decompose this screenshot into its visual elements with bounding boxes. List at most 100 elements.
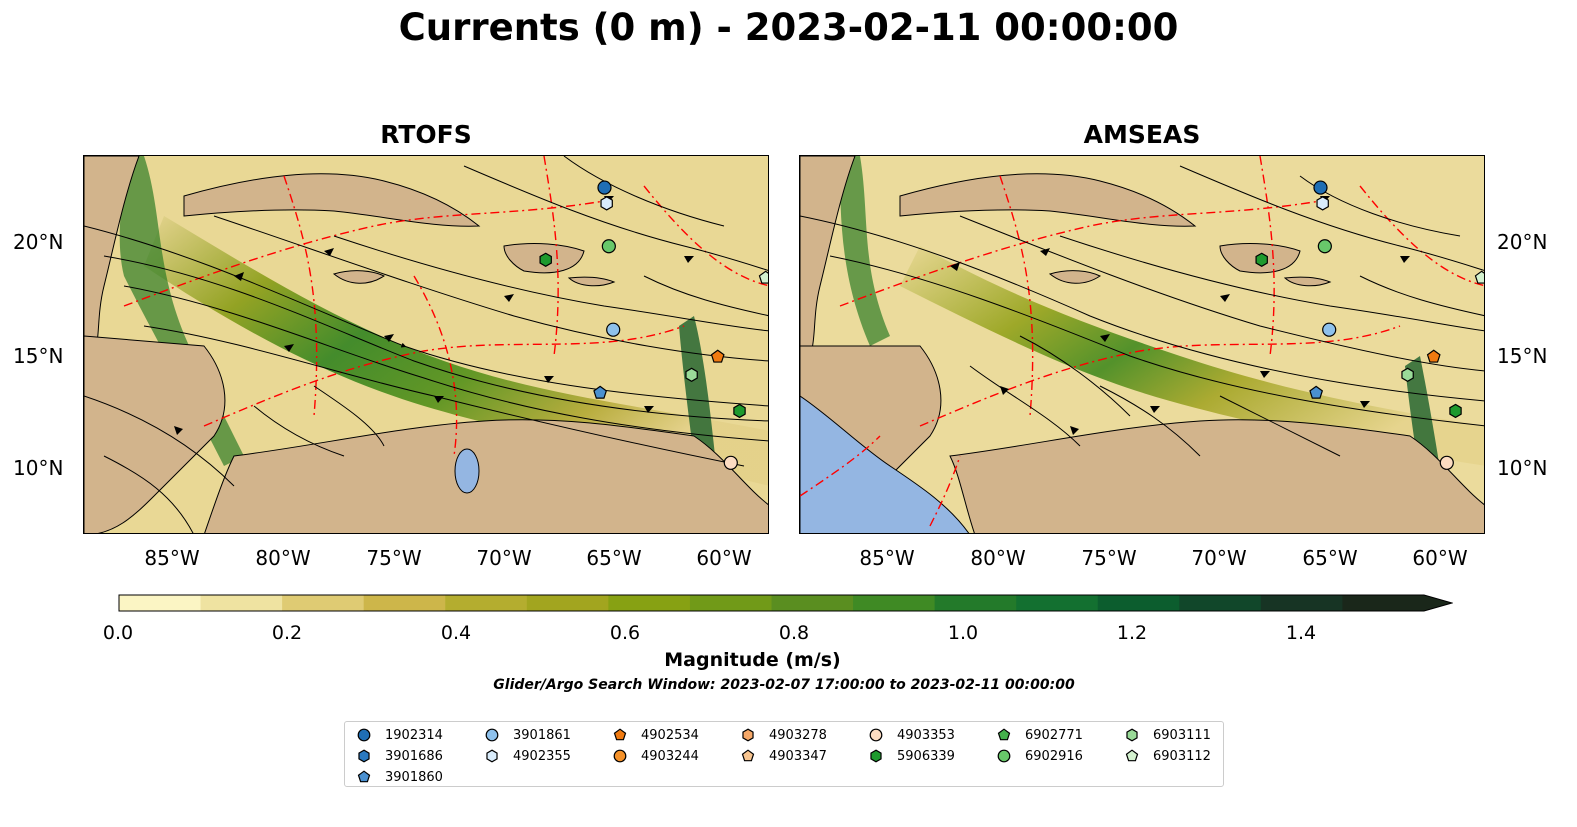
legend-label: 4903347: [769, 748, 827, 764]
land-south-america: [949, 419, 1484, 533]
lat-tick-label: 15°N: [1497, 344, 1548, 368]
float-marker-5906339: [733, 403, 746, 419]
amseas-float-markers: [1255, 180, 1484, 470]
colorbar-segment: [1260, 595, 1343, 611]
float-marker-3901861: [606, 322, 621, 337]
colorbar-segment: [200, 595, 283, 611]
float-marker-5906339: [1449, 403, 1462, 419]
lon-tick-label: 80°W: [255, 546, 311, 570]
colorbar-segment: [1179, 595, 1262, 611]
legend-item: 4903244: [613, 747, 699, 765]
legend-item: 4903278: [741, 726, 827, 744]
legend-label: 6902771: [1025, 727, 1083, 743]
float-marker-5906339: [539, 252, 552, 267]
colorbar-tick-label: 0.8: [778, 622, 810, 644]
legend-label: 6903112: [1153, 748, 1211, 764]
float-marker-4902355: [1316, 196, 1329, 211]
legend-marker-6903112: [1125, 749, 1139, 762]
colorbar-extend-arrow: [1424, 595, 1452, 611]
colorbar-tick-label: 0.4: [440, 622, 472, 644]
legend-marker-6902771: [997, 728, 1011, 741]
land-south-america: [204, 419, 768, 533]
colorbar-segment: [526, 595, 609, 611]
colorbar-segment: [934, 595, 1017, 611]
colorbar-label: Magnitude (m/s): [664, 649, 841, 671]
float-marker-1902314: [1313, 180, 1328, 195]
colorbar-outline: [118, 594, 1454, 612]
colorbar-segment: [771, 595, 854, 611]
legend-marker-3901686: [358, 749, 370, 763]
legend-marker-icon: [870, 749, 882, 763]
legend-label: 3901861: [513, 727, 571, 743]
float-marker-3901861: [1322, 322, 1337, 337]
legend-item: 3901861: [485, 726, 571, 744]
lat-tick-label: 20°N: [1497, 230, 1548, 254]
lat-tick-label: 15°N: [13, 344, 64, 368]
float-marker-6903112: [758, 270, 768, 284]
legend-label: 4902355: [513, 748, 571, 764]
legend-item: 3901860: [357, 768, 443, 786]
legend-marker-4903353: [869, 728, 883, 742]
amseas-map-canvas: [800, 156, 1484, 533]
colorbar-segment: [363, 595, 446, 611]
legend-marker-icon: [485, 728, 499, 742]
legend-marker-icon: [357, 770, 371, 783]
colorbar-segment: [1016, 595, 1099, 611]
rtofs-float-markers: [539, 180, 768, 470]
legend-marker-icon: [613, 749, 627, 763]
colorbar-segment: [1342, 595, 1425, 611]
legend-marker-4903244: [613, 749, 627, 763]
lon-tick-label: 85°W: [859, 546, 915, 570]
legend-item: 4903347: [741, 747, 827, 765]
float-legend: 1902314 3901686 3901860 3901861 4902355 49025…: [344, 721, 1224, 787]
land-cuba: [899, 173, 1197, 227]
float-marker-1902314: [597, 180, 612, 195]
legend-label: 4903353: [897, 727, 955, 743]
float-marker-4903353: [1439, 455, 1454, 470]
legend-marker-icon: [742, 728, 754, 742]
legend-label: 4903278: [769, 727, 827, 743]
colorbar-segment: [608, 595, 691, 611]
float-marker-6903111: [685, 367, 698, 383]
amseas-map[interactable]: [799, 155, 1485, 534]
float-marker-5906339: [1255, 252, 1268, 267]
legend-marker-3901860: [357, 770, 371, 783]
legend-label: 6902916: [1025, 748, 1083, 764]
rtofs-map[interactable]: [83, 155, 769, 534]
colorbar-tick-label: 0.2: [271, 622, 303, 644]
legend-marker-icon: [997, 749, 1011, 763]
legend-marker-icon: [869, 728, 883, 742]
colorbar-gradient: [118, 594, 1454, 612]
lon-tick-label: 65°W: [1302, 546, 1358, 570]
lat-tick-label: 10°N: [13, 456, 64, 480]
figure-title: Currents (0 m) - 2023-02-11 00:00:00: [398, 6, 1179, 49]
rtofs-map-canvas: [84, 156, 768, 533]
legend-label: 4903244: [641, 748, 699, 764]
lat-tick-label: 20°N: [13, 230, 64, 254]
float-marker-6903112: [1474, 270, 1484, 284]
legend-marker-3901861: [485, 728, 499, 742]
legend-label: 6903111: [1153, 727, 1211, 743]
legend-marker-5906339: [870, 749, 882, 763]
legend-marker-icon: [1126, 728, 1138, 742]
float-marker-6903111: [1401, 367, 1414, 383]
colorbar-segment: [445, 595, 528, 611]
legend-item: 5906339: [869, 747, 955, 765]
lon-tick-label: 75°W: [366, 546, 422, 570]
legend-marker-4902534: [613, 728, 627, 741]
legend-marker-4903347: [741, 749, 755, 762]
lon-tick-label: 85°W: [144, 546, 200, 570]
lon-tick-label: 70°W: [1191, 546, 1247, 570]
legend-marker-icon: [613, 728, 627, 741]
legend-label: 1902314: [385, 727, 443, 743]
colorbar-tick-label: 1.2: [1116, 622, 1148, 644]
lon-tick-label: 80°W: [970, 546, 1026, 570]
float-marker-4902534: [1426, 349, 1441, 363]
colorbar-segment: [689, 595, 772, 611]
legend-label: 4902534: [641, 727, 699, 743]
float-marker-4902355: [600, 196, 613, 211]
legend-item: 3901686: [357, 747, 443, 765]
colorbar: [118, 594, 1454, 622]
lon-tick-label: 60°W: [1412, 546, 1468, 570]
float-marker-6902916: [1317, 239, 1332, 254]
